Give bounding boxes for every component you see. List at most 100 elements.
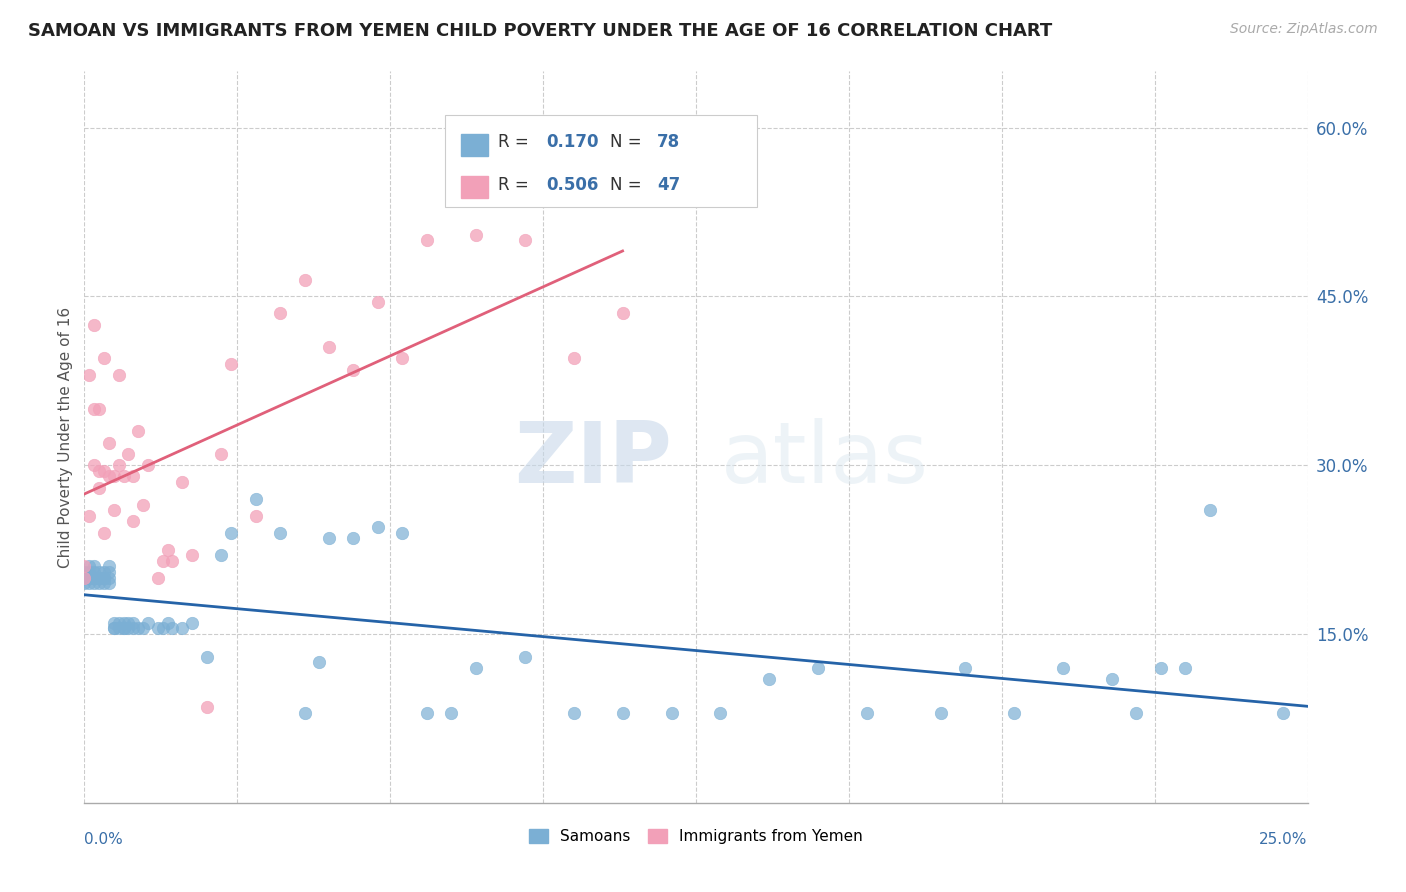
Point (127, 621, 149, 635)
Point (77, 508, 100, 523)
Point (1125, 706, 1147, 720)
Point (294, 272, 316, 286)
Point (219, 357, 242, 371)
Point (77, 571, 100, 585)
Point (122, 615, 145, 630)
Point (342, 532, 364, 546)
Point (709, 706, 731, 720)
Point (1272, 706, 1295, 720)
Point (87, 481, 110, 495)
Point (103, 503, 125, 517)
FancyBboxPatch shape (446, 115, 758, 207)
Point (107, 368, 129, 383)
Point (1198, 503, 1220, 517)
Point (107, 458, 129, 473)
Point (342, 362, 364, 376)
Point (103, 621, 125, 635)
Text: 47: 47 (657, 176, 681, 194)
Point (73, 565, 96, 579)
Point (181, 548, 204, 562)
Point (318, 532, 340, 546)
Text: 25.0%: 25.0% (1260, 832, 1308, 847)
Point (117, 447, 139, 461)
Point (612, 306, 634, 320)
Text: Source: ZipAtlas.com: Source: ZipAtlas.com (1230, 22, 1378, 37)
Text: N =: N = (610, 176, 647, 194)
Point (162, 621, 184, 635)
Point (97, 559, 120, 574)
Point (181, 615, 204, 630)
Point (391, 351, 413, 366)
Point (103, 615, 125, 630)
Point (77, 368, 100, 383)
Point (464, 661, 486, 675)
Point (87, 571, 110, 585)
Point (152, 621, 174, 635)
Point (367, 295, 389, 310)
Point (117, 621, 139, 635)
Point (97, 435, 120, 450)
Point (83, 401, 105, 416)
Text: 78: 78 (657, 134, 681, 152)
Point (308, 655, 330, 669)
Text: 0.0%: 0.0% (84, 832, 124, 847)
Point (127, 425, 149, 439)
Point (1002, 706, 1025, 720)
Point (112, 615, 135, 630)
Point (416, 233, 439, 247)
Point (87, 576, 110, 591)
Point (132, 498, 155, 512)
Point (162, 554, 184, 568)
Point (856, 706, 879, 720)
Point (1101, 672, 1123, 686)
Point (83, 458, 105, 473)
Legend: Samoans, Immigrants from Yemen: Samoans, Immigrants from Yemen (523, 822, 869, 850)
Point (93, 525, 115, 540)
Point (172, 621, 194, 635)
Point (209, 548, 232, 562)
Point (93, 464, 115, 478)
Point (136, 458, 159, 473)
Point (209, 447, 232, 461)
Point (77, 571, 100, 585)
Text: SAMOAN VS IMMIGRANTS FROM YEMEN CHILD POVERTY UNDER THE AGE OF 16 CORRELATION CH: SAMOAN VS IMMIGRANTS FROM YEMEN CHILD PO… (28, 22, 1052, 40)
Text: R =: R = (498, 176, 534, 194)
Point (156, 542, 179, 557)
Point (929, 706, 952, 720)
Point (1052, 661, 1074, 675)
Point (132, 621, 155, 635)
Text: ZIP: ZIP (513, 417, 672, 500)
Point (103, 621, 125, 635)
Text: N =: N = (610, 134, 647, 152)
Point (107, 621, 129, 635)
Point (87, 401, 110, 416)
Text: R =: R = (498, 134, 534, 152)
Point (440, 706, 463, 720)
Point (136, 615, 159, 630)
Point (146, 621, 169, 635)
Point (1150, 661, 1173, 675)
Point (107, 615, 129, 630)
Point (97, 565, 120, 579)
Point (73, 571, 96, 585)
Text: 0.506: 0.506 (547, 176, 599, 194)
Point (953, 661, 976, 675)
Point (391, 525, 413, 540)
Point (87, 571, 110, 585)
Point (269, 525, 291, 540)
Point (367, 520, 389, 534)
Point (112, 469, 135, 483)
Point (122, 469, 145, 483)
Point (73, 559, 96, 574)
Point (195, 649, 218, 664)
Point (112, 621, 135, 635)
Bar (461, 176, 488, 198)
Point (77, 576, 100, 591)
Point (245, 491, 267, 506)
Point (112, 621, 135, 635)
Point (83, 576, 105, 591)
Point (318, 340, 340, 354)
Point (83, 571, 105, 585)
Bar (461, 134, 488, 155)
Point (219, 525, 242, 540)
